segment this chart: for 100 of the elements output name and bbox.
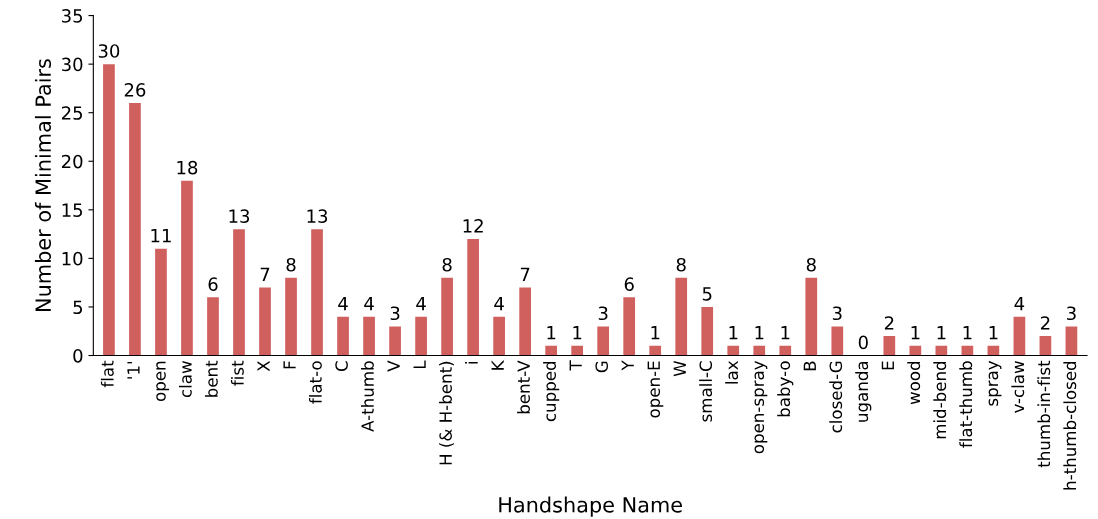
data-label: 1: [989, 326, 998, 340]
y-tick-label: 20: [61, 154, 83, 169]
x-tick-label: Y: [621, 360, 634, 371]
data-label: 8: [806, 257, 816, 272]
x-tick-label: fist: [230, 360, 244, 386]
data-label: 6: [624, 277, 634, 291]
bar: [259, 287, 271, 356]
x-tick-label: E: [881, 361, 894, 370]
bar: [1013, 316, 1026, 356]
data-label: 4: [416, 296, 426, 311]
bar: [181, 180, 193, 356]
bar: [519, 287, 531, 356]
x-tick-label: open-E: [647, 361, 664, 418]
data-label: 8: [442, 257, 452, 272]
bar: [207, 297, 219, 356]
x-tick-label: i: [465, 361, 478, 364]
data-label: 1: [651, 326, 660, 340]
x-tick-label: wood: [907, 361, 921, 405]
bar: [389, 326, 401, 356]
y-tick-label: 25: [61, 106, 83, 120]
x-axis-title: Handshape Name: [499, 496, 682, 517]
data-label: 8: [676, 257, 686, 272]
x-tick-label: bent: [204, 360, 218, 397]
data-label: 3: [390, 306, 400, 321]
bar: [1039, 336, 1052, 356]
bar: [805, 277, 818, 356]
bar: [441, 277, 453, 356]
bar: [467, 238, 479, 356]
data-label: 4: [364, 296, 374, 311]
bar: [129, 102, 141, 356]
data-label: 1: [963, 326, 972, 340]
bar: [831, 326, 844, 356]
x-tick-label: flat: [100, 360, 114, 388]
data-label: 18: [177, 160, 198, 175]
bar: [597, 326, 610, 356]
x-tick-label: X: [257, 360, 270, 372]
y-tick-label: 35: [62, 9, 83, 23]
bar: [727, 345, 740, 356]
data-label: 13: [307, 209, 328, 223]
data-label: 5: [702, 287, 712, 301]
data-label: 1: [911, 326, 920, 340]
x-tick-label: flat-o: [308, 361, 322, 404]
x-tick-label: H (& H-bent): [439, 361, 454, 465]
y-tick-label: 15: [62, 203, 83, 217]
x-tick-label: closed-G: [829, 361, 843, 433]
x-tick-label: lax: [725, 360, 739, 384]
data-label: 1: [781, 326, 790, 340]
bar: [311, 229, 323, 356]
data-label: 1: [573, 326, 582, 340]
bar: [363, 316, 375, 356]
x-tick-label: flat-thumb: [959, 361, 973, 448]
data-label: 8: [286, 257, 296, 272]
bar: [675, 277, 688, 356]
data-label: 3: [598, 306, 608, 321]
bar: [545, 345, 558, 356]
data-label: 30: [98, 44, 120, 58]
y-tick-label: 30: [62, 57, 83, 72]
data-label: 11: [151, 228, 171, 243]
x-tick-label: V: [387, 360, 400, 372]
x-tick-label: G: [595, 361, 609, 373]
data-label: 26: [124, 83, 146, 97]
x-tick-label: mid-bend: [933, 361, 947, 439]
x-tick-label: uganda: [855, 361, 872, 422]
x-tick-label: A-thumb: [361, 361, 374, 432]
bar: [623, 297, 636, 356]
data-label: 2: [1040, 316, 1050, 330]
x-tick-label: F: [283, 361, 296, 369]
x-tick-label: K: [491, 360, 504, 370]
x-tick-label: v-claw: [1011, 361, 1025, 413]
data-label: 2: [884, 316, 894, 330]
data-label: 1: [755, 326, 764, 340]
bar: [233, 229, 245, 356]
data-label: 4: [338, 296, 348, 311]
data-label: 7: [520, 267, 530, 281]
bar: [649, 345, 662, 356]
y-tick-label: 5: [73, 300, 83, 315]
y-tick-label: 0: [73, 348, 83, 363]
bar: [103, 64, 115, 356]
x-tick-label: B: [803, 361, 816, 371]
data-label: 12: [463, 219, 483, 233]
x-tick-label: C: [335, 361, 348, 372]
bar: [883, 336, 896, 356]
data-label: 3: [1067, 306, 1076, 321]
x-tick-label: open-spray: [754, 360, 768, 454]
data-label: 1: [729, 326, 738, 340]
bar: [337, 316, 349, 356]
data-label: 1: [937, 326, 946, 340]
bar: [935, 345, 948, 356]
data-label: 0: [858, 335, 868, 350]
data-label: 6: [208, 277, 218, 291]
bar: [493, 316, 505, 356]
bar: [753, 345, 766, 356]
data-label: 13: [229, 209, 250, 223]
x-tick-label: W: [673, 360, 686, 377]
x-tick-label: cupped: [543, 361, 560, 422]
data-label: 4: [1014, 296, 1025, 311]
x-tick-label: spray: [988, 360, 1002, 406]
bar: [571, 345, 584, 356]
x-tick-label: bent-V: [517, 360, 530, 414]
y-axis-title: Number of Minimal Pairs: [34, 59, 52, 311]
